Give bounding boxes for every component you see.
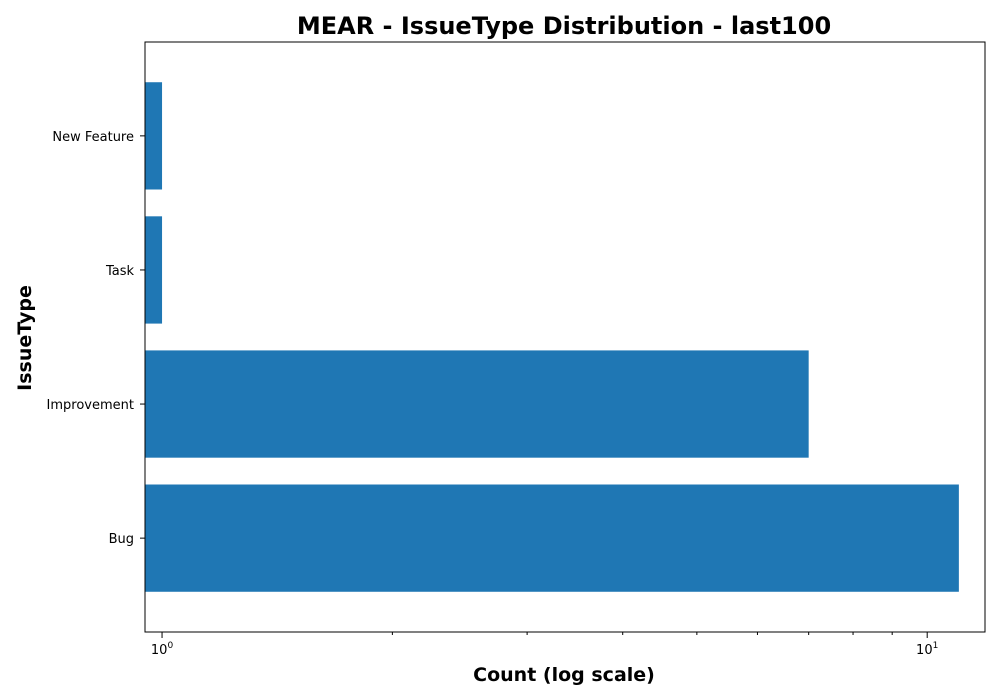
y-tick-label-improvement: Improvement (47, 398, 134, 413)
y-tick-label-bug: Bug (109, 532, 134, 547)
x-tick-base: 10 (151, 643, 168, 658)
x-axis-label: Count (log scale) (473, 664, 655, 686)
bar-bug (145, 484, 959, 592)
chart-title: MEAR - IssueType Distribution - last100 (297, 12, 831, 40)
plot-frame (144, 41, 986, 633)
x-tick-label: 101 (916, 641, 938, 658)
x-tick-label: 100 (151, 641, 174, 658)
x-tick-exponent: 1 (933, 641, 939, 651)
bar-new-feature (145, 82, 163, 190)
y-tick-label-new-feature: New Feature (52, 130, 134, 145)
y-axis-label: IssueType (14, 285, 36, 391)
bar-improvement (145, 350, 809, 458)
bars-layer (145, 82, 959, 592)
bar-task (145, 216, 163, 324)
x-tick-base: 10 (916, 643, 933, 658)
y-tick-label-task: Task (105, 264, 135, 279)
x-tick-exponent: 0 (167, 641, 173, 651)
